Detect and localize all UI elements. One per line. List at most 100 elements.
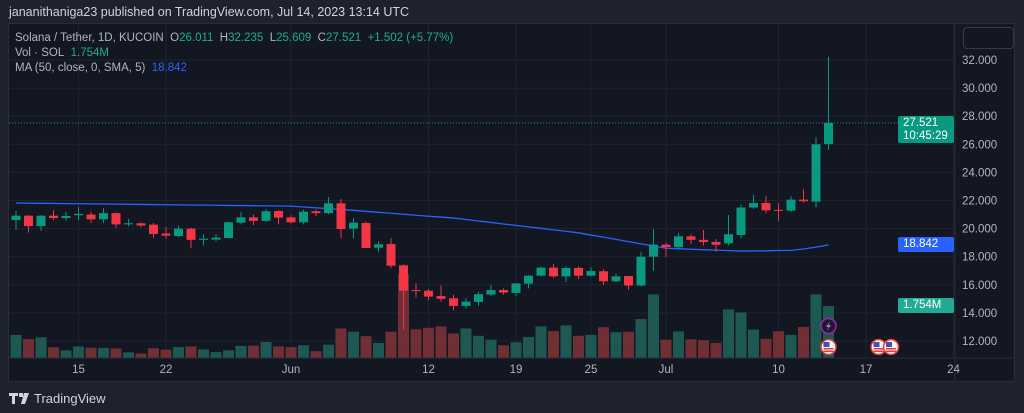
ma-price-label: 18.842 bbox=[898, 237, 954, 252]
candle-body bbox=[374, 244, 383, 248]
volume-bar bbox=[473, 335, 484, 358]
candle-body bbox=[786, 199, 796, 211]
candle-body bbox=[174, 228, 183, 237]
volume-bar bbox=[210, 352, 222, 358]
volume-bar bbox=[73, 346, 84, 358]
candle-body bbox=[211, 237, 221, 240]
volume-bar bbox=[735, 312, 747, 358]
time-tick-label: 17 bbox=[860, 364, 873, 376]
candle-body bbox=[411, 290, 421, 292]
time-tick-label: 22 bbox=[160, 364, 173, 376]
price-tick-label: 32.000 bbox=[962, 55, 997, 67]
volume-bar bbox=[498, 345, 509, 358]
ma-line bbox=[15, 202, 829, 252]
candle-body bbox=[36, 215, 46, 227]
volume-bar bbox=[123, 352, 134, 358]
candle-body bbox=[811, 144, 821, 202]
time-tick-label: 15 bbox=[72, 364, 85, 376]
volume-bar bbox=[485, 339, 497, 358]
volume-bar bbox=[310, 351, 322, 358]
candle-body bbox=[236, 217, 246, 223]
low-value: 25.609 bbox=[276, 32, 312, 44]
candle-body bbox=[699, 239, 708, 242]
volume-bar bbox=[198, 349, 209, 358]
volume-bar bbox=[560, 325, 572, 358]
volume-bar bbox=[548, 331, 559, 358]
time-tick-label: Jun bbox=[282, 364, 301, 376]
candle-body bbox=[686, 236, 696, 240]
candle-body bbox=[49, 215, 58, 219]
candle-body bbox=[574, 267, 583, 276]
candle-body bbox=[11, 215, 21, 221]
candle-body bbox=[249, 217, 258, 221]
volume-bar bbox=[723, 309, 734, 358]
candle-body bbox=[611, 276, 621, 282]
candle-body bbox=[536, 267, 546, 276]
last-price-label: 27.521 10:45:29 bbox=[898, 116, 954, 143]
candle-body bbox=[124, 223, 133, 225]
candle-body bbox=[499, 289, 508, 293]
price-tick-label: 12.000 bbox=[962, 336, 997, 348]
volume-bar bbox=[810, 294, 822, 358]
candle-body bbox=[461, 301, 471, 306]
volume-bar bbox=[60, 350, 72, 358]
candle-body bbox=[261, 211, 271, 221]
candle-body bbox=[799, 199, 808, 202]
events bbox=[820, 317, 900, 356]
volume-bar bbox=[573, 335, 584, 358]
flag-stripe bbox=[823, 348, 834, 350]
symbol-title[interactable]: Solana / Tether, 1D, KUCOIN bbox=[15, 32, 164, 44]
tradingview-logo[interactable]: TradingView bbox=[9, 391, 106, 406]
time-axis: 15 22 Jun 12 19 25 Jul 10 17 24 bbox=[9, 357, 1014, 376]
volume-bar bbox=[185, 346, 197, 358]
volume-bar bbox=[110, 348, 122, 358]
volume-bar bbox=[585, 334, 597, 358]
close-value: 27.521 bbox=[325, 32, 362, 44]
legend-symbol-row: Solana / Tether, 1D, KUCOIN O26.011 H32.… bbox=[15, 32, 454, 44]
volume-bar bbox=[323, 344, 334, 358]
high-value: 32.235 bbox=[228, 32, 264, 44]
volume-bar bbox=[85, 347, 97, 358]
volume-bar bbox=[673, 331, 684, 358]
volume-label[interactable]: Vol · SOL bbox=[15, 47, 65, 59]
volume-bar bbox=[173, 347, 184, 358]
volume-bar bbox=[235, 345, 247, 358]
candle-body bbox=[824, 122, 833, 145]
volume-bar bbox=[335, 328, 347, 358]
price-tick-label: 18.000 bbox=[962, 252, 997, 264]
candle-body bbox=[86, 214, 96, 220]
price-tick-label: 14.000 bbox=[962, 308, 997, 320]
volume-bars bbox=[10, 273, 834, 358]
volume-bar bbox=[535, 326, 547, 358]
volume-bar bbox=[435, 326, 447, 358]
ma-line-path bbox=[15, 202, 829, 252]
candle-body bbox=[386, 244, 396, 266]
ma-value: 18.842 bbox=[151, 62, 187, 74]
candle-body bbox=[724, 234, 733, 244]
legend-volume-row: Vol · SOL 1.754M bbox=[15, 47, 109, 59]
candle-body bbox=[474, 294, 483, 302]
time-tick-label: 12 bbox=[422, 364, 435, 376]
volume-bar bbox=[35, 337, 47, 358]
volume-bar bbox=[748, 329, 759, 358]
time-tick-label: 10 bbox=[772, 364, 785, 376]
volume-price-label: 1.754M bbox=[898, 298, 954, 313]
volume-bar bbox=[48, 347, 59, 358]
price-tick-label: 28.000 bbox=[962, 111, 997, 123]
candle-body bbox=[774, 209, 783, 211]
candle-body bbox=[286, 217, 296, 223]
candle-body bbox=[186, 228, 196, 240]
volume-bar bbox=[798, 326, 809, 358]
volume-bar bbox=[523, 336, 534, 358]
candle-body bbox=[361, 222, 371, 248]
volume-bar bbox=[410, 329, 422, 358]
candle-body bbox=[149, 224, 158, 234]
chart-panel[interactable] bbox=[8, 23, 1015, 382]
candle-body bbox=[524, 275, 533, 284]
ma-label[interactable]: MA (50, close, 0, SMA, 5) bbox=[15, 62, 146, 74]
price-tick-label: 24.000 bbox=[962, 167, 997, 179]
settings-box[interactable] bbox=[963, 27, 1014, 49]
volume-bar bbox=[385, 331, 397, 358]
candle-body bbox=[61, 215, 71, 219]
